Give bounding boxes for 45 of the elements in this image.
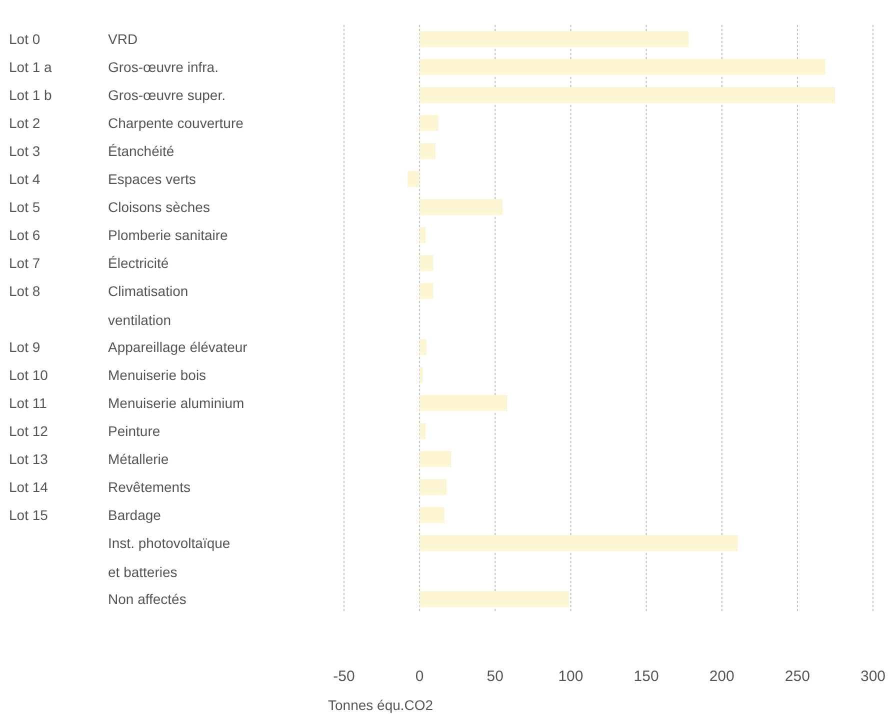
y-tick-label: Menuiserie aluminium	[108, 395, 244, 411]
y-tick-label: Gros-œuvre super.	[108, 87, 226, 103]
y2-tick-label: Lot 8	[9, 283, 40, 299]
y-tick-label: Menuiserie bois	[108, 367, 206, 383]
x-axis-title: Tonnes équ.CO2	[328, 697, 434, 713]
y2-tick-label: Lot 4	[9, 171, 40, 187]
y2-tick-label: Lot 6	[9, 227, 40, 243]
x-tick-label: 200	[709, 668, 734, 685]
y-tick-label: Métallerie	[108, 451, 169, 467]
x-tick-label: 150	[634, 668, 659, 685]
y-tick-label: Gros-œuvre infra.	[108, 59, 218, 75]
y-tick-label: Plomberie sanitaire	[108, 227, 228, 243]
x-tick-label: 250	[784, 668, 810, 685]
x-tick-label: 100	[558, 668, 584, 685]
y2-tick-label: Lot 7	[9, 255, 40, 271]
y2-tick-label: Lot 3	[9, 143, 40, 159]
y-tick-label: Revêtements	[108, 479, 190, 495]
y2-tick-label: Lot 12	[9, 423, 48, 439]
y-tick-label: Espaces verts	[108, 171, 196, 187]
y-tick-label: Charpente couverture	[108, 115, 244, 131]
x-tick-label: 0	[415, 668, 424, 685]
y2-tick-label: Lot 1 b	[9, 87, 52, 103]
y-tick-label: VRD	[108, 31, 138, 47]
y2-tick-label: Lot 1 a	[9, 59, 52, 75]
y-tick-label: Électricité	[108, 255, 169, 271]
y-tick-label: Appareillage élévateur	[108, 339, 248, 355]
y2-tick-label: Lot 5	[9, 199, 40, 215]
x-tick-label: 50	[486, 668, 504, 685]
x-tick-label: 300	[860, 668, 886, 685]
x-tick-label: -50	[333, 668, 355, 685]
y2-tick-label: Lot 14	[9, 479, 48, 495]
y2-tick-label: Lot 15	[9, 507, 48, 523]
y2-tick-label: Lot 11	[9, 395, 48, 411]
y-tick-label: Inst. photovoltaïque et batteries	[108, 535, 230, 580]
y2-tick-label: Lot 10	[9, 367, 48, 383]
y-tick-label: Bardage	[108, 507, 162, 523]
y-tick-label: Climatisation ventilation	[108, 283, 188, 328]
y2-tick-label: Lot 2	[9, 115, 40, 131]
y-tick-label: Étanchéité	[108, 143, 174, 159]
y-tick-label: Cloisons sèches	[108, 199, 210, 215]
y2-tick-label: Lot 0	[9, 31, 40, 47]
y-tick-label: Peinture	[108, 423, 160, 439]
y2-tick-label: Lot 9	[9, 339, 40, 355]
y2-tick-label: Lot 13	[9, 451, 48, 467]
y-tick-label: Non affectés	[108, 591, 186, 607]
